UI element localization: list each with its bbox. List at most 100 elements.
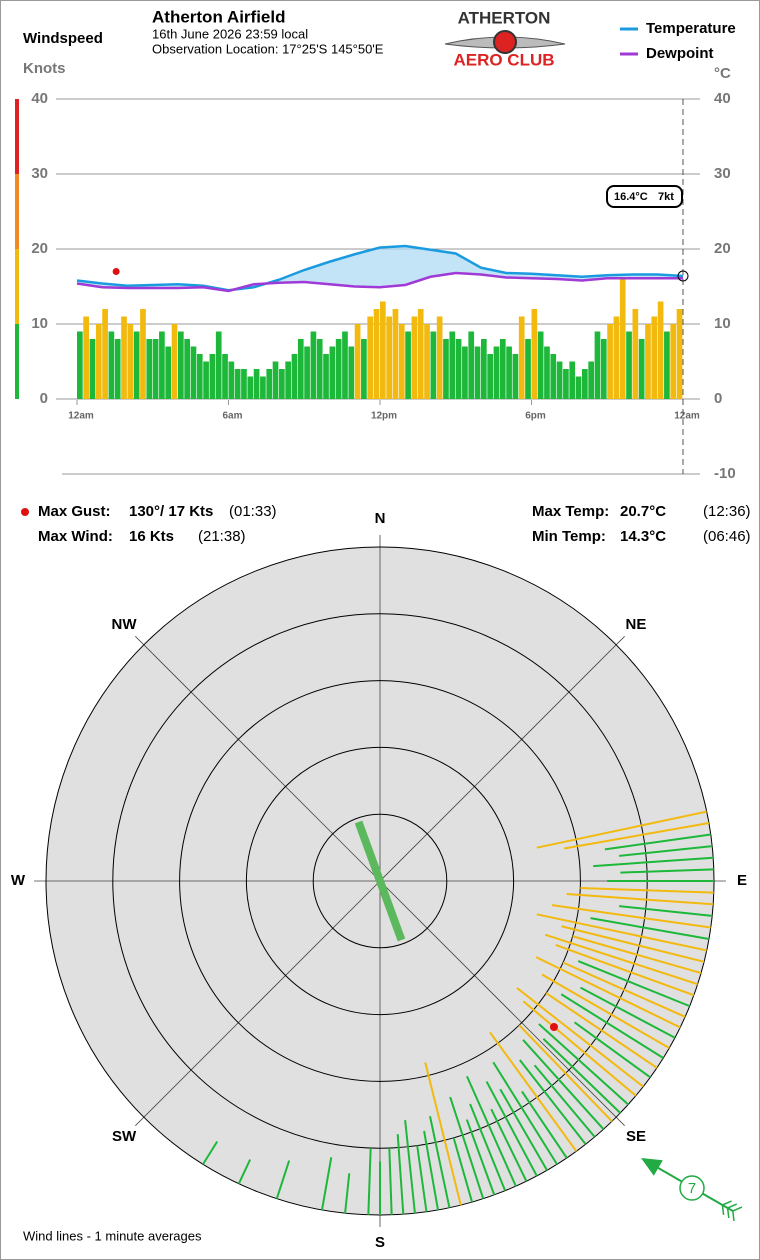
wind-line: [492, 1061, 558, 1165]
y2-tick-label: 20: [714, 240, 731, 257]
compass-label: N: [375, 510, 386, 527]
wind-bar: [121, 316, 127, 399]
stat-value: 14.3°C: [620, 528, 666, 545]
wind-bar: [670, 324, 677, 399]
wind-line: [535, 956, 681, 1029]
wind-bar: [272, 361, 279, 399]
wind-bar: [140, 309, 146, 399]
wind-bar: [108, 331, 115, 399]
mean-direction-bar: [354, 820, 406, 942]
wind-bar: [190, 346, 197, 399]
stat-value: 20.7°C: [620, 503, 666, 520]
date-time: 16th June 2026 23:59 local: [152, 26, 308, 41]
wind-line: [388, 1148, 393, 1215]
current-label-box: [606, 185, 683, 208]
wind-line: [555, 944, 695, 997]
wind-bar: [531, 309, 538, 399]
wind-line: [321, 1157, 333, 1211]
wind-bar: [95, 324, 102, 399]
wind-bar: [493, 346, 500, 399]
y-tick-label: 0: [40, 390, 48, 407]
wind-bar: [171, 324, 178, 399]
color-scale-segment: [15, 324, 19, 399]
wind-line: [452, 1137, 474, 1203]
wind-bar: [607, 324, 613, 399]
wind-bar: [222, 354, 228, 399]
wind-bar: [481, 339, 487, 399]
wind-line: [545, 992, 658, 1069]
wind-bar: [253, 369, 260, 399]
wind-bar: [424, 324, 430, 399]
y-tick-label: 40: [31, 90, 48, 107]
wind-bar: [525, 339, 531, 399]
wind-speed-value: 7: [688, 1180, 696, 1197]
wind-line: [593, 856, 714, 868]
wind-line: [560, 993, 664, 1059]
y2-tick-label: 10: [714, 315, 731, 332]
wind-bar: [626, 331, 632, 399]
wind-bar: [392, 309, 399, 399]
wind-line: [562, 961, 686, 1018]
wind-bar: [563, 369, 569, 399]
wind-line: [237, 1159, 252, 1185]
wind-bar: [83, 316, 89, 399]
color-scale-segment: [15, 249, 19, 324]
stat-title: Min Temp:: [532, 528, 606, 545]
wind-line: [469, 1103, 507, 1192]
wind-line: [542, 1038, 621, 1114]
wind-bar: [133, 331, 140, 399]
location: Observation Location: 17°25'S 145°50'E: [152, 41, 384, 56]
gust-icon: [21, 508, 29, 516]
wind-line: [499, 1088, 548, 1171]
compass-label: S: [375, 1234, 385, 1251]
wind-line: [519, 1059, 587, 1145]
legend-label: Dewpoint: [646, 45, 714, 62]
wind-bar: [335, 339, 342, 399]
wind-bar: [569, 361, 576, 399]
compass-spoke: [135, 880, 381, 1126]
wind-bar: [114, 339, 121, 399]
wind-line: [572, 935, 702, 975]
y2-tick-label: 0: [714, 390, 722, 407]
wind-bar: [297, 339, 304, 399]
wind-bar: [215, 331, 222, 399]
wind-bar: [77, 331, 83, 399]
left-axis-title: Windspeed: [23, 30, 103, 47]
wind-line: [522, 1039, 605, 1130]
arrow-feather: [732, 1206, 743, 1212]
compass-spoke: [135, 636, 381, 882]
wind-bar: [260, 376, 266, 399]
wind-line: [423, 1130, 439, 1211]
wind-bar: [411, 316, 418, 399]
wind-bar: [373, 309, 380, 399]
stat-time: (06:46): [703, 528, 751, 545]
stat-value: 130°/ 17 Kts: [129, 503, 213, 520]
compass-label: SE: [626, 1128, 646, 1145]
wind-bar: [506, 346, 512, 399]
wind-bar: [102, 309, 108, 399]
wind-bar: [159, 331, 165, 399]
color-scale-segment: [15, 99, 19, 174]
wind-line: [404, 1120, 416, 1214]
wind-bar: [487, 354, 493, 399]
wind-bar: [285, 361, 291, 399]
wind-bar: [228, 361, 235, 399]
wind-bar: [657, 301, 664, 399]
compass-label: NW: [112, 616, 138, 633]
series-line: [76, 271, 683, 293]
current-wind-arrow: [641, 1158, 743, 1222]
arrow-feather: [727, 1203, 738, 1209]
wind-bar: [291, 354, 298, 399]
current-wind-label: 7kt: [658, 191, 674, 203]
logo-bottom: AERO CLUB: [453, 50, 554, 69]
wind-bar: [575, 376, 582, 399]
compass-spoke: [379, 880, 625, 1126]
wind-line: [566, 893, 714, 906]
wind-line: [522, 1000, 637, 1097]
color-scale-segment: [15, 174, 19, 249]
wind-bar: [664, 331, 670, 399]
wind-bar: [582, 369, 588, 399]
arrow-head: [641, 1158, 663, 1176]
wind-line: [619, 845, 713, 857]
wind-speed-badge: [679, 1175, 705, 1201]
